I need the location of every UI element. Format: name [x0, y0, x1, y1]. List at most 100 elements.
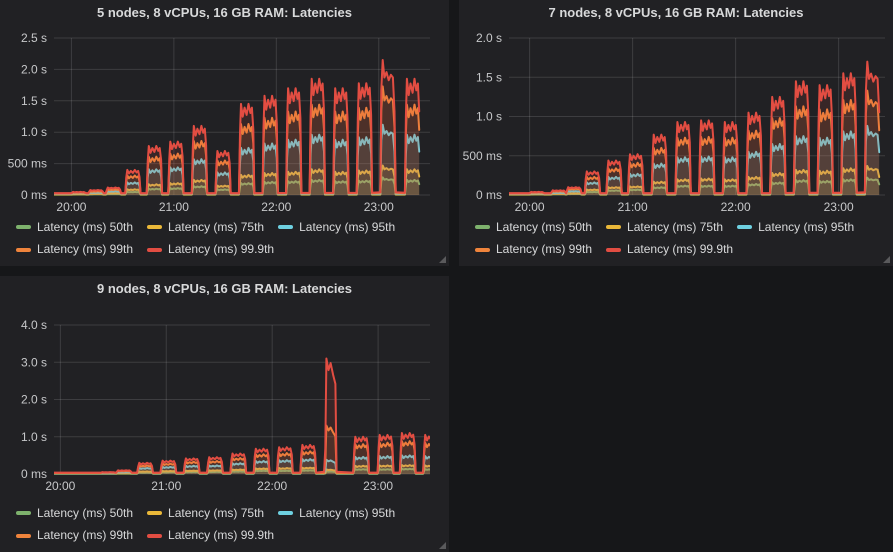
series-group — [509, 60, 881, 196]
series-color-swatch — [278, 225, 294, 229]
series-group — [54, 59, 421, 196]
legend-row: Latency (ms) 99th Latency (ms) 99.9th — [475, 238, 885, 261]
latency-chart-7-nodes[interactable]: 0 ms 500 ms 1.0 s 1.5 s 2.0 s 20:00 21:00 22:00… — [459, 0, 893, 266]
x-axis-tick-label: 20:00 — [45, 479, 75, 493]
legend-row: Latency (ms) 99th Latency (ms) 99.9th — [16, 238, 441, 261]
y-axis-tick-label: 3.0 s — [21, 355, 47, 369]
series-line-99.9th — [54, 357, 430, 474]
legend-row: Latency (ms) 50th Latency (ms) 75th Latenc… — [16, 501, 441, 524]
series-color-swatch — [147, 533, 163, 538]
x-axis-tick-label: 21:00 — [151, 479, 181, 493]
y-axis-tick-label: 1.5 s — [476, 70, 502, 84]
legend-label: Latency (ms) 99.9th — [168, 528, 275, 542]
legend-row: Latency (ms) 99th Latency (ms) 99.9th — [16, 524, 441, 547]
legend-item-99.9th[interactable]: Latency (ms) 99.9th — [147, 525, 274, 546]
panel-resize-handle-icon[interactable] — [439, 256, 446, 263]
axis-grid: 0 ms 500 ms 1.0 s 1.5 s 2.0 s 2.5 s 20:00 21:00… — [8, 31, 430, 214]
legend-row: Latency (ms) 50th Latency (ms) 75th Latenc… — [16, 215, 441, 238]
legend-item-99th[interactable]: Latency (ms) 99th — [16, 525, 133, 546]
y-axis-tick-label: 1.5 s — [21, 94, 47, 108]
legend-item-95th[interactable]: Latency (ms) 95th — [737, 217, 854, 238]
series-color-swatch — [278, 511, 294, 515]
y-axis-tick-label: 2.0 s — [21, 393, 47, 407]
legend: Latency (ms) 50th Latency (ms) 75th Latenc… — [475, 215, 885, 260]
y-axis-tick-label: 1.0 s — [21, 125, 47, 139]
series-color-swatch — [147, 247, 163, 252]
y-axis-tick-label: 0 ms — [21, 467, 47, 481]
legend-label: Latency (ms) 75th — [627, 219, 724, 234]
y-axis-tick-label: 0 ms — [476, 188, 502, 202]
panel-7-nodes-latencies: 0 ms 500 ms 1.0 s 1.5 s 2.0 s 20:00 21:00 22:00… — [459, 0, 893, 266]
series-color-swatch — [16, 225, 31, 229]
legend-item-99th[interactable]: Latency (ms) 99th — [16, 239, 133, 260]
x-axis-tick-label: 23:00 — [364, 200, 394, 214]
legend-item-95th[interactable]: Latency (ms) 95th — [278, 217, 395, 238]
series-color-swatch — [737, 225, 753, 229]
legend-label: Latency (ms) 95th — [299, 505, 396, 520]
axis-grid: 0 ms 500 ms 1.0 s 1.5 s 2.0 s 20:00 21:00 22:00… — [463, 31, 885, 214]
legend-label: Latency (ms) 75th — [168, 505, 265, 520]
legend-item-75th[interactable]: Latency (ms) 75th — [147, 217, 264, 238]
legend-label: Latency (ms) 50th — [37, 219, 134, 234]
legend-item-99th[interactable]: Latency (ms) 99th — [475, 239, 592, 260]
legend-item-50th[interactable]: Latency (ms) 50th — [16, 217, 133, 238]
panel-resize-handle-icon[interactable] — [883, 256, 890, 263]
y-axis-tick-label: 2.5 s — [21, 31, 47, 45]
legend-label: Latency (ms) 50th — [496, 219, 593, 234]
series-area-99.9th — [509, 61, 880, 195]
legend-item-99.9th[interactable]: Latency (ms) 99.9th — [147, 239, 274, 260]
y-axis-tick-label: 2.0 s — [476, 31, 502, 45]
panel-9-nodes-latencies: 0 ms 1.0 s 2.0 s 3.0 s 4.0 s 20:00 21:00 22:00 2… — [0, 276, 449, 552]
series-line-99.9th — [509, 60, 881, 195]
y-axis-tick-label: 500 ms — [463, 149, 502, 163]
legend-item-50th[interactable]: Latency (ms) 50th — [475, 217, 592, 238]
series-color-swatch — [475, 225, 490, 229]
latency-chart-9-nodes[interactable]: 0 ms 1.0 s 2.0 s 3.0 s 4.0 s 20:00 21:00 22:00 2… — [0, 276, 449, 552]
panel-title[interactable]: 5 nodes, 8 vCPUs, 16 GB RAM: Latencies — [96, 5, 353, 20]
legend-label: Latency (ms) 99th — [496, 242, 593, 256]
legend-item-75th[interactable]: Latency (ms) 75th — [147, 503, 264, 524]
legend-label: Latency (ms) 99.9th — [168, 242, 275, 256]
series-color-swatch — [16, 247, 31, 252]
legend-item-99.9th[interactable]: Latency (ms) 99.9th — [606, 239, 733, 260]
x-axis-tick-label: 22:00 — [261, 200, 291, 214]
series-area-99.9th — [54, 358, 430, 474]
y-axis-tick-label: 2.0 s — [21, 62, 47, 76]
series-color-swatch — [147, 511, 163, 515]
series-color-swatch — [606, 225, 622, 229]
x-axis-tick-label: 23:00 — [363, 479, 393, 493]
series-color-swatch — [16, 533, 31, 538]
y-axis-tick-label: 0 ms — [21, 188, 47, 202]
x-axis-tick-label: 21:00 — [618, 200, 648, 214]
x-axis-tick-label: 22:00 — [721, 200, 751, 214]
legend-item-50th[interactable]: Latency (ms) 50th — [16, 503, 133, 524]
legend-label: Latency (ms) 95th — [299, 219, 396, 234]
series-area-99.9th — [54, 60, 420, 195]
series-line-99.9th — [54, 59, 421, 195]
panel-resize-handle-icon[interactable] — [439, 542, 446, 549]
series-group — [54, 357, 430, 475]
legend-label: Latency (ms) 99th — [37, 528, 134, 542]
legend-item-75th[interactable]: Latency (ms) 75th — [606, 217, 723, 238]
legend-row: Latency (ms) 50th Latency (ms) 75th Latenc… — [475, 215, 885, 238]
y-axis-tick-label: 500 ms — [8, 157, 47, 171]
series-color-swatch — [606, 247, 622, 252]
y-axis-tick-label: 1.0 s — [476, 110, 502, 124]
panel-title[interactable]: 7 nodes, 8 vCPUs, 16 GB RAM: Latencies — [548, 5, 804, 20]
axis-grid: 0 ms 1.0 s 2.0 s 3.0 s 4.0 s 20:00 21:00 22:00 2… — [21, 318, 430, 493]
x-axis-tick-label: 20:00 — [56, 200, 86, 214]
y-axis-tick-label: 4.0 s — [21, 318, 47, 332]
series-color-swatch — [475, 247, 490, 252]
x-axis-tick-label: 22:00 — [257, 479, 287, 493]
latency-chart-5-nodes[interactable]: 0 ms 500 ms 1.0 s 1.5 s 2.0 s 2.5 s 20:00 21:00… — [0, 0, 449, 266]
legend-label: Latency (ms) 75th — [168, 219, 265, 234]
x-axis-tick-label: 21:00 — [159, 200, 189, 214]
legend-item-95th[interactable]: Latency (ms) 95th — [278, 503, 395, 524]
series-color-swatch — [147, 225, 163, 229]
legend-label: Latency (ms) 99th — [37, 242, 134, 256]
legend: Latency (ms) 50th Latency (ms) 75th Latenc… — [16, 501, 441, 546]
legend-label: Latency (ms) 95th — [758, 219, 855, 234]
panel-title[interactable]: 9 nodes, 8 vCPUs, 16 GB RAM: Latencies — [96, 281, 353, 296]
x-axis-tick-label: 23:00 — [824, 200, 854, 214]
